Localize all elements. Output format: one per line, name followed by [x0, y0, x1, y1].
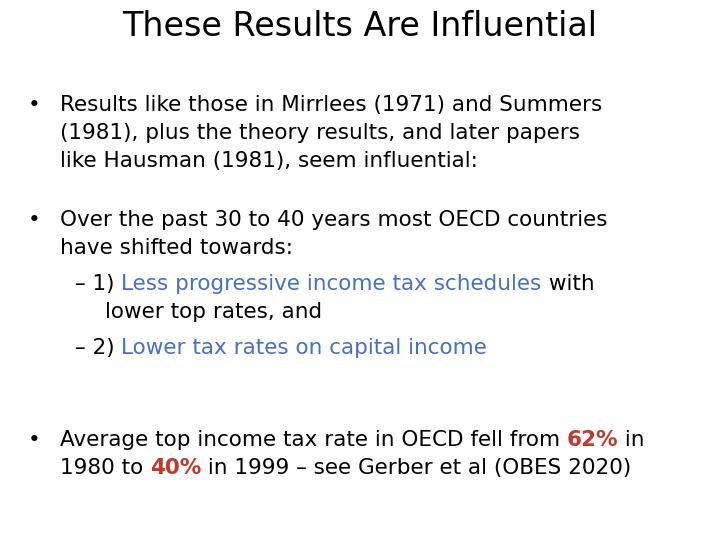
- Text: Lower tax rates on capital income: Lower tax rates on capital income: [122, 338, 487, 358]
- Text: •: •: [28, 210, 41, 230]
- Text: have shifted towards:: have shifted towards:: [60, 238, 293, 258]
- Text: •: •: [28, 95, 41, 115]
- Text: These Results Are Influential: These Results Are Influential: [122, 10, 598, 43]
- Text: – 1): – 1): [75, 274, 122, 294]
- Text: in: in: [618, 430, 645, 450]
- Text: Over the past 30 to 40 years most OECD countries: Over the past 30 to 40 years most OECD c…: [60, 210, 608, 230]
- Text: (1981), plus the theory results, and later papers: (1981), plus the theory results, and lat…: [60, 123, 580, 143]
- Text: 62%: 62%: [567, 430, 618, 450]
- Text: 40%: 40%: [150, 458, 202, 478]
- Text: Less progressive income tax schedules: Less progressive income tax schedules: [122, 274, 541, 294]
- Text: with: with: [541, 274, 594, 294]
- Text: lower top rates, and: lower top rates, and: [105, 302, 322, 322]
- Text: Results like those in Mirrlees (1971) and Summers: Results like those in Mirrlees (1971) an…: [60, 95, 602, 115]
- Text: Average top income tax rate in OECD fell from: Average top income tax rate in OECD fell…: [60, 430, 567, 450]
- Text: – 2): – 2): [75, 338, 122, 358]
- Text: 1980 to: 1980 to: [60, 458, 150, 478]
- Text: like Hausman (1981), seem influential:: like Hausman (1981), seem influential:: [60, 151, 478, 171]
- Text: •: •: [28, 430, 41, 450]
- Text: in 1999 – see Gerber et al (OBES 2020): in 1999 – see Gerber et al (OBES 2020): [202, 458, 631, 478]
